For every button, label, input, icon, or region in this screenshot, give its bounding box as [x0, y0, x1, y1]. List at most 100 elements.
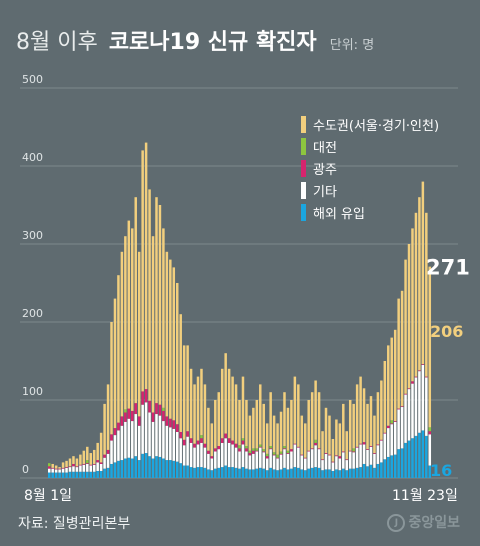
- bar-segment-capital: [373, 415, 376, 454]
- bar-segment-overseas: [82, 471, 86, 478]
- bar-segment-overseas: [283, 467, 286, 478]
- bar-segment-other: [238, 451, 241, 469]
- bar-segment-capital: [279, 411, 283, 452]
- bar-segment-overseas: [220, 467, 224, 478]
- bar-segment-other: [137, 425, 141, 461]
- bar-segment-overseas: [61, 472, 65, 478]
- bar-segment-gwangju: [89, 464, 92, 466]
- bar-segment-overseas: [331, 470, 335, 478]
- logo-text: 중앙일보: [408, 515, 460, 531]
- bar-segment-capital: [68, 458, 72, 467]
- bar-segment-overseas: [151, 458, 155, 478]
- bar-segment-other: [214, 451, 217, 469]
- bar-segment-other: [373, 453, 376, 468]
- bar-segment-overseas: [314, 467, 317, 478]
- bar-segment-other: [82, 464, 86, 472]
- bar-segment-gwangju: [425, 376, 428, 378]
- bar-segment-other: [425, 377, 428, 436]
- bar-segment-daejeon: [255, 448, 259, 451]
- bar-segment-overseas: [272, 469, 276, 478]
- bar-segment-gwangju: [290, 449, 293, 452]
- bar-segment-gwangju: [304, 457, 307, 459]
- bar-segment-gwangju: [335, 455, 338, 457]
- bar-segment-capital: [376, 392, 380, 445]
- bar-segment-overseas: [421, 430, 425, 478]
- bar-segment-overseas: [317, 467, 321, 478]
- bar-segment-other: [411, 383, 414, 439]
- bar-segment-capital: [397, 298, 400, 409]
- bar-segment-capital: [400, 290, 404, 407]
- bar-segment-overseas: [259, 467, 262, 478]
- bar-segment-capital: [193, 384, 196, 444]
- bar-segment-capital: [255, 400, 259, 449]
- bar-segment-gwangju: [151, 412, 155, 422]
- bar-segment-other: [75, 467, 79, 472]
- bar-segment-capital: [248, 415, 252, 451]
- bar-segment-gwangju: [165, 416, 169, 426]
- bar-segment-overseas: [182, 465, 186, 478]
- bar-segment-overseas: [376, 463, 380, 478]
- bar-segment-overseas: [304, 470, 307, 478]
- bar-segment-other: [210, 458, 214, 471]
- bar-segment-overseas: [217, 467, 220, 478]
- bar-segment-overseas: [214, 468, 217, 478]
- bar-segment-overseas: [355, 467, 359, 478]
- bar-segment-other: [286, 453, 290, 470]
- bar-segment-capital: [390, 337, 393, 421]
- bar-segment-gwangju: [238, 448, 241, 452]
- bar-segment-capital: [293, 376, 297, 444]
- bar-segment-capital: [387, 345, 390, 426]
- bar-segment-gwangju: [366, 449, 369, 450]
- bar-segment-daejeon: [48, 463, 51, 467]
- bar-segment-daejeon: [248, 450, 252, 454]
- bar-segment-overseas: [196, 467, 200, 478]
- bar-segment-overseas: [324, 469, 328, 478]
- bar-segment-other: [158, 415, 162, 457]
- bar-segment-overseas: [390, 455, 393, 478]
- bar-segment-other: [328, 455, 331, 470]
- bar-segment-overseas: [203, 467, 207, 478]
- bar-segment-overseas: [248, 469, 252, 478]
- bar-segment-capital: [117, 275, 120, 423]
- bar-segment-gwangju: [220, 438, 224, 443]
- bar-segment-gwangju: [117, 422, 120, 431]
- legend-swatch: [301, 204, 306, 221]
- bar-segment-capital: [252, 407, 255, 449]
- bar-segment-overseas: [255, 468, 259, 478]
- bar-segment-other: [362, 444, 366, 464]
- bar-segment-overseas: [241, 467, 245, 478]
- bar-segment-capital: [317, 392, 321, 449]
- bar-segment-capital: [207, 407, 210, 451]
- bar-segment-gwangju: [380, 439, 383, 441]
- bar-segment-capital: [79, 454, 82, 465]
- bar-segment-gwangju: [224, 433, 227, 439]
- bar-segment-capital: [314, 380, 317, 440]
- bar-segment-capital: [137, 251, 141, 417]
- bar-segment-other: [241, 444, 245, 468]
- bar-segment-capital: [75, 458, 79, 467]
- bar-segment-gwangju: [207, 450, 210, 454]
- bar-segment-other: [366, 449, 369, 467]
- bar-segment-gwangju: [331, 461, 335, 463]
- y-tick-label: 100: [22, 385, 43, 398]
- bar-segment-capital: [162, 228, 165, 408]
- bar-segment-overseas: [200, 467, 203, 478]
- bar-segment-gwangju: [348, 450, 352, 452]
- bar-segment-capital: [200, 368, 203, 436]
- bar-segment-other: [196, 444, 200, 468]
- annotation-overseas: 16: [430, 461, 452, 480]
- bar-segment-gwangju: [214, 448, 217, 452]
- bar-segment-gwangju: [169, 418, 172, 428]
- bar-segment-overseas: [227, 467, 231, 478]
- bar-segment-other: [255, 451, 259, 469]
- bar-segment-overseas: [407, 440, 411, 478]
- bar-segment-daejeon: [245, 446, 248, 449]
- bar-segment-gwangju: [196, 440, 200, 445]
- bar-segment-capital: [352, 403, 355, 449]
- bar-segment-overseas: [179, 463, 182, 478]
- bar-segment-other: [348, 451, 352, 469]
- bar-segment-capital: [92, 449, 96, 464]
- bar-segment-capital: [72, 456, 75, 464]
- bar-segment-gwangju: [61, 467, 65, 469]
